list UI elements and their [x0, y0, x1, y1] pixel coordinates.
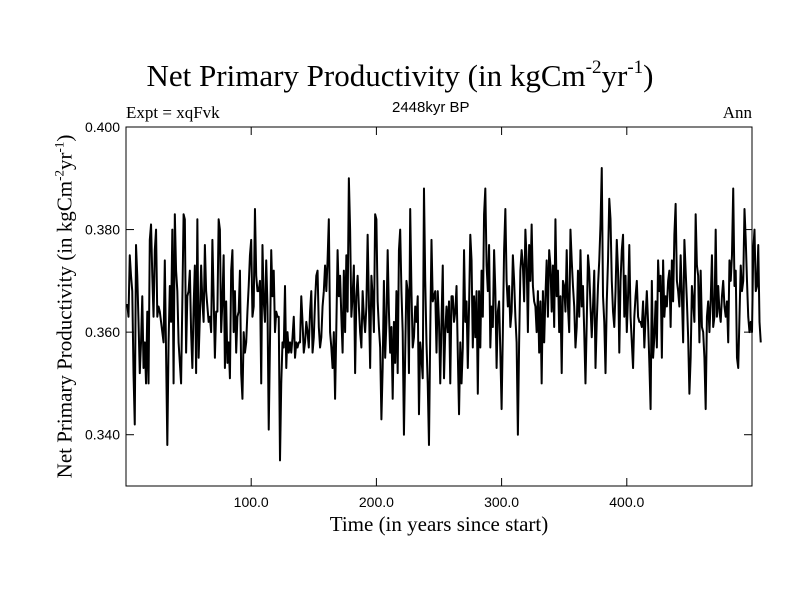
x-tick-label: 100.0 [234, 494, 269, 510]
experiment-label: Expt = xqFvk [126, 103, 220, 122]
x-axis-label: Time (in years since start) [329, 512, 549, 536]
y-axis-label-exp2: -1 [51, 141, 67, 153]
y-axis-label-mid: yr [52, 152, 77, 171]
season-label: Ann [722, 103, 752, 122]
y-tick-label: 0.400 [85, 119, 120, 135]
y-axis-label-exp1: -2 [51, 170, 67, 181]
chart-title-exp2: -1 [627, 57, 644, 78]
chart-title-exp1: -2 [585, 57, 602, 78]
chart-title-main: Net Primary Productivity (in kgCm [146, 58, 586, 93]
y-tick-label: 0.340 [85, 427, 120, 443]
date-label: 2448kyr BP [392, 99, 470, 116]
series-line [126, 167, 762, 462]
y-axis-label-main: Net Primary Productivity (in kgCm [52, 180, 77, 479]
y-axis-label: Net Primary Productivity (in kgCm-2yr-1) [51, 107, 78, 507]
chart-title: Net Primary Productivity (in kgCm-2yr-1) [0, 58, 800, 94]
y-tick-label: 0.380 [85, 222, 120, 238]
y-tick-label: 0.360 [85, 324, 120, 340]
y-axis-label-end: ) [52, 134, 77, 142]
x-tick-label: 200.0 [359, 494, 394, 510]
x-tick-label: 300.0 [484, 494, 519, 510]
chart-title-mid: yr [601, 58, 628, 93]
chart-title-end: ) [643, 58, 654, 93]
plot-frame [125, 126, 753, 487]
x-tick-label: 400.0 [609, 494, 644, 510]
